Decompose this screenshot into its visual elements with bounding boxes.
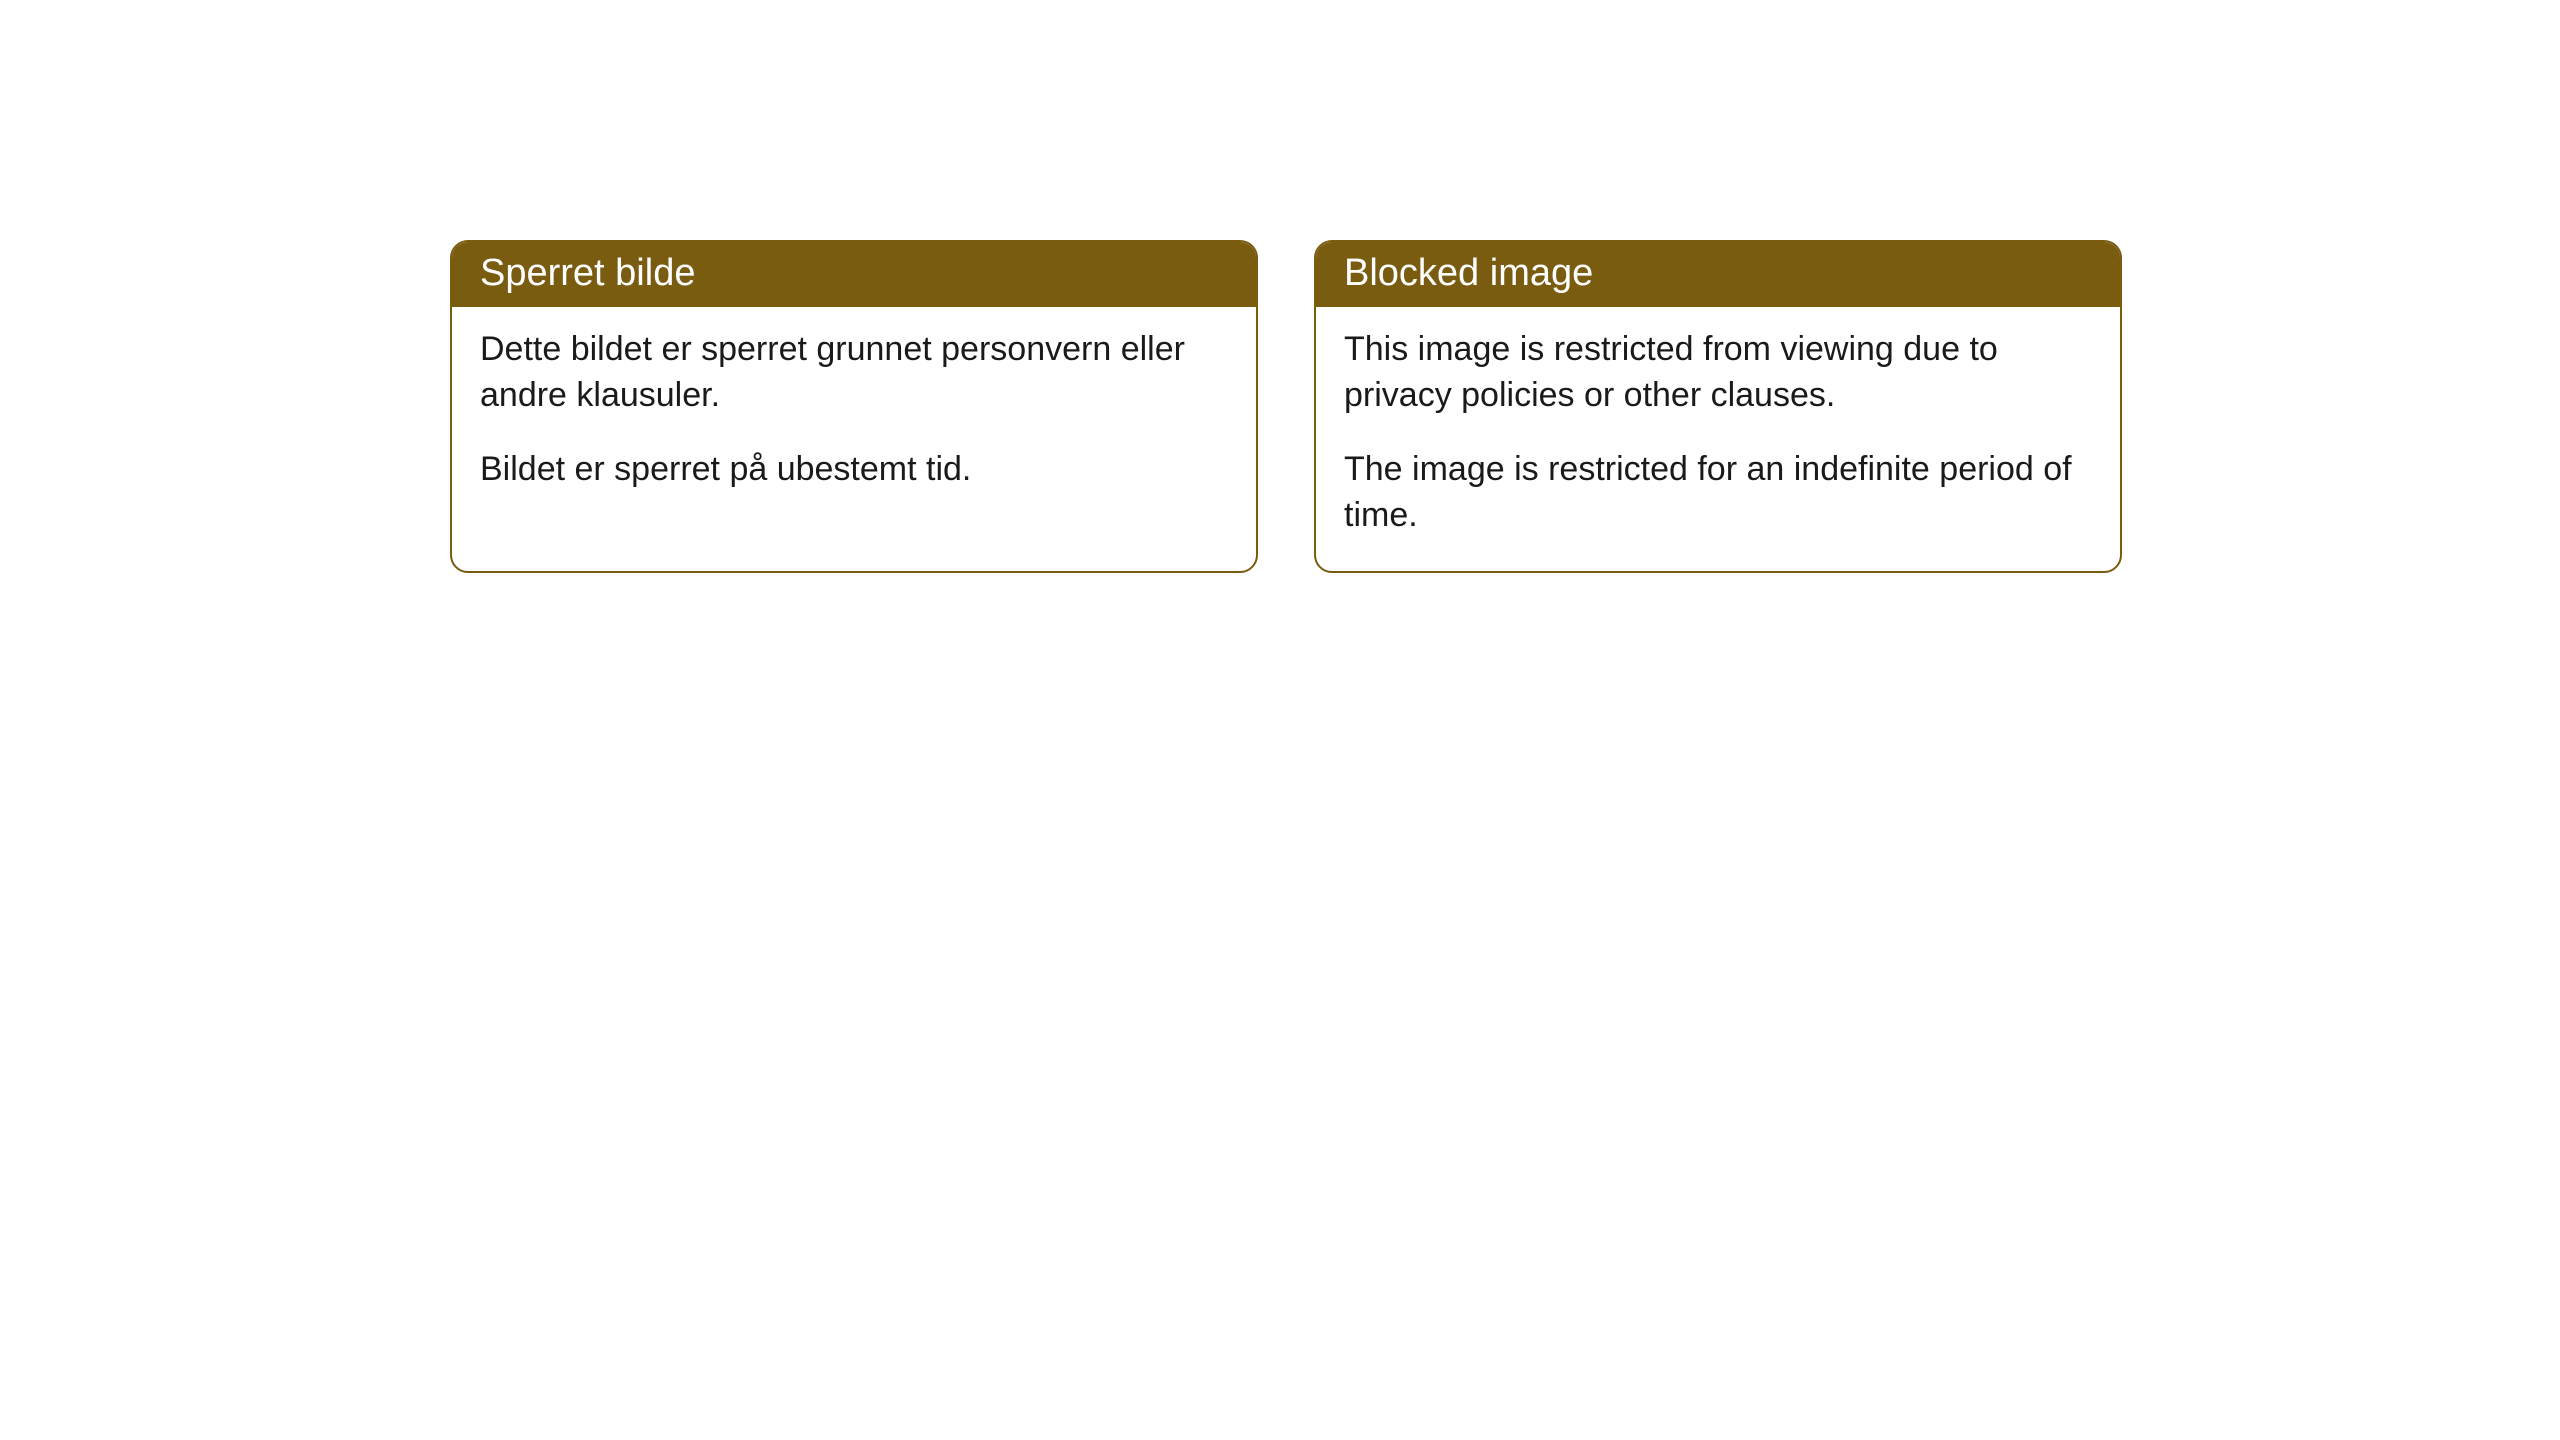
notice-card-english: Blocked image This image is restricted f… [1314, 240, 2122, 573]
card-paragraph: Bildet er sperret på ubestemt tid. [480, 447, 1228, 493]
card-paragraph: Dette bildet er sperret grunnet personve… [480, 327, 1228, 419]
card-header: Blocked image [1316, 242, 2120, 307]
notice-card-norwegian: Sperret bilde Dette bildet er sperret gr… [450, 240, 1258, 573]
card-header: Sperret bilde [452, 242, 1256, 307]
card-body: This image is restricted from viewing du… [1316, 307, 2120, 571]
card-title: Sperret bilde [480, 252, 695, 294]
notice-cards-container: Sperret bilde Dette bildet er sperret gr… [450, 240, 2122, 573]
card-body: Dette bildet er sperret grunnet personve… [452, 307, 1256, 525]
card-paragraph: The image is restricted for an indefinit… [1344, 447, 2092, 539]
card-title: Blocked image [1344, 252, 1593, 294]
card-paragraph: This image is restricted from viewing du… [1344, 327, 2092, 419]
